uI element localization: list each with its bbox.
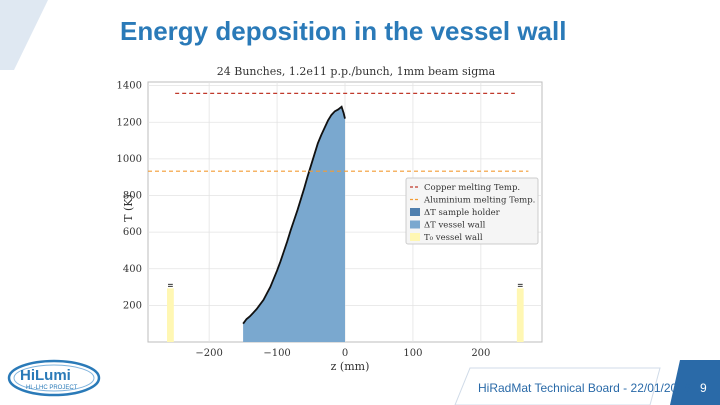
legend-label: Copper melting Temp. bbox=[424, 183, 520, 193]
tc-vessel-wall-bar bbox=[516, 288, 524, 342]
x-tick-label: 200 bbox=[471, 348, 490, 359]
logo-main-text: HiLumi bbox=[20, 367, 71, 384]
legend-box bbox=[405, 177, 539, 245]
y-axis-label: T (K) bbox=[122, 194, 135, 222]
x-axis-label: z (mm) bbox=[331, 360, 370, 373]
page-number: 9 bbox=[700, 381, 707, 395]
slide-title: Energy deposition in the vessel wall bbox=[120, 16, 567, 46]
legend-swatch bbox=[410, 220, 420, 229]
x-tick-label: 0 bbox=[342, 348, 348, 359]
y-tick-label: 600 bbox=[123, 227, 142, 238]
y-tick-label: 200 bbox=[123, 300, 142, 311]
logo-sub-text: HL-LHC PROJECT bbox=[26, 385, 78, 391]
vessel-wall-edge-line bbox=[242, 105, 346, 325]
footer-band bbox=[454, 360, 720, 405]
legend-label: Aluminium melting Temp. bbox=[423, 196, 535, 206]
vessel-wall-area bbox=[243, 106, 345, 342]
footer-text: HiRadMat Technical Board - 22/01/2018 bbox=[478, 381, 691, 395]
x-tick-label: −200 bbox=[195, 348, 222, 359]
y-tick-label: 800 bbox=[123, 191, 142, 202]
y-tick-label: 400 bbox=[123, 264, 142, 275]
legend-swatch bbox=[410, 208, 420, 216]
x-tick-label: −100 bbox=[263, 348, 290, 359]
temperature-chart: 24 Bunches, 1.2e11 p.p./bunch, 1mm beam … bbox=[117, 65, 543, 373]
corner-decoration bbox=[0, 0, 48, 70]
legend-swatch bbox=[410, 233, 420, 241]
x-tick-label: 100 bbox=[403, 348, 422, 359]
hilumi-logo: HiLumi HL-LHC PROJECT bbox=[7, 359, 101, 397]
legend-label: ΔT sample holder bbox=[424, 208, 501, 218]
legend-label: T₀ vessel wall bbox=[424, 233, 483, 243]
chart-title: 24 Bunches, 1.2e11 p.p./bunch, 1mm beam … bbox=[217, 65, 496, 78]
legend-label: ΔT vessel wall bbox=[424, 221, 486, 231]
y-tick-label: 1000 bbox=[117, 154, 142, 165]
tc-vessel-wall-bar bbox=[167, 288, 174, 342]
y-tick-label: 1200 bbox=[117, 117, 142, 128]
y-tick-label: 1400 bbox=[117, 81, 142, 92]
